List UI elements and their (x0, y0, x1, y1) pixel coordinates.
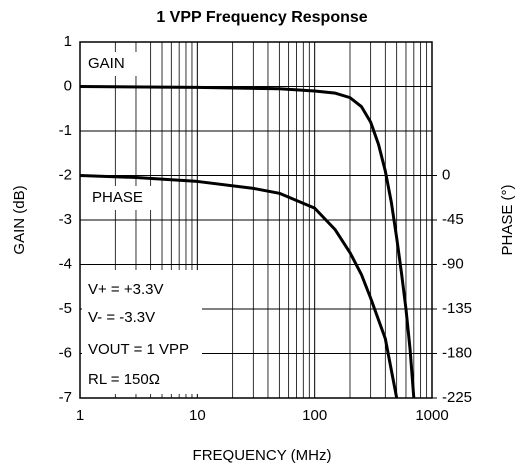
x-tick-label: 1000 (415, 407, 448, 424)
x-tick-label: 10 (189, 407, 206, 424)
y-axis-label: GAIN (dB) (11, 185, 28, 254)
y-tick-label: -5 (59, 300, 72, 317)
y2-tick-label: -90 (442, 255, 464, 272)
annotation: V+ = +3.3V (88, 281, 163, 298)
y2-tick-label: -45 (442, 211, 464, 228)
x-tick-label: 1 (76, 407, 84, 424)
annotation: RL = 150Ω (88, 371, 160, 388)
legend-box (84, 52, 140, 76)
annotation: VOUT = 1 VPP (88, 341, 189, 358)
plot-frame (79, 41, 433, 399)
x-tick-label: 100 (302, 407, 327, 424)
legend-box (86, 186, 158, 210)
series-label: GAIN (88, 55, 125, 72)
y2-tick-label: -135 (442, 300, 472, 317)
line-series (79, 174, 399, 399)
x-axis-label: FREQUENCY (MHz) (193, 447, 332, 464)
y2-tick-label: -225 (442, 389, 472, 406)
line-series (79, 85, 416, 399)
y-tick-label: 1 (64, 33, 72, 50)
y-tick-label: -3 (59, 211, 72, 228)
y-tick-label: -2 (59, 166, 72, 183)
annotation: V- = -3.3V (88, 309, 155, 326)
y-tick-label: -1 (59, 122, 72, 139)
y2-tick-label: -180 (442, 344, 472, 361)
y-tick-label: -6 (59, 344, 72, 361)
annotation-box (82, 270, 202, 394)
series-label: PHASE (92, 189, 143, 206)
y-tick-label: 0 (64, 77, 72, 94)
y2-axis-label: PHASE (°) (499, 184, 516, 255)
y-tick-label: -7 (59, 389, 72, 406)
y-tick-label: -4 (59, 255, 72, 272)
chart-title: 1 VPP Frequency Response (156, 9, 367, 26)
y2-tick-label: 0 (442, 166, 450, 183)
